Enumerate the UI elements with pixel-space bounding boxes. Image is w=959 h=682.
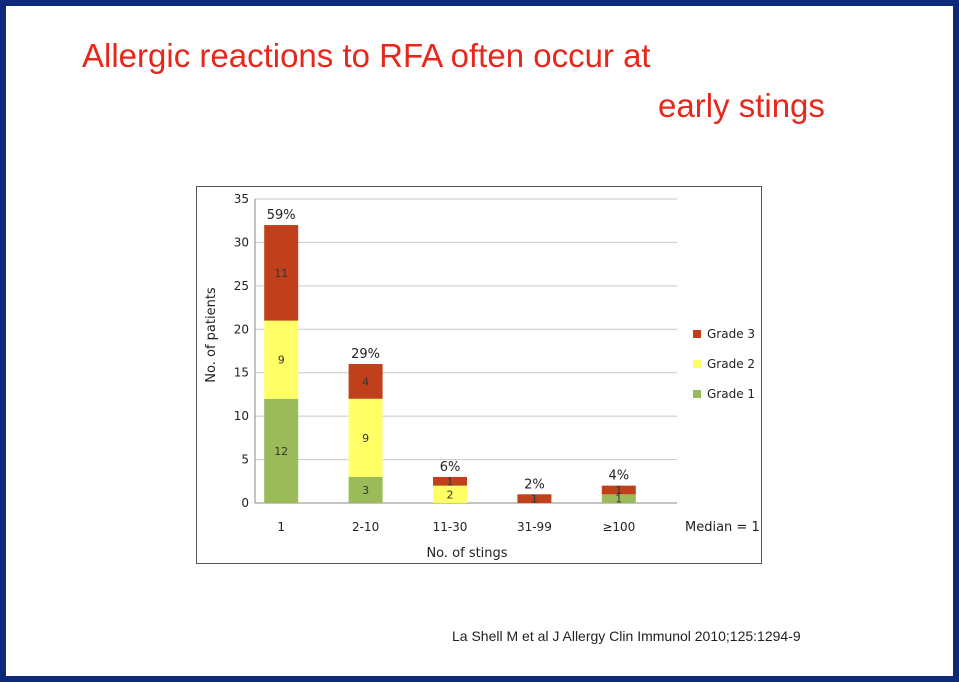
median-annotation: Median = 1 <box>685 520 760 535</box>
x-axis-title: No. of stings <box>426 546 507 561</box>
bar-value-label: 2 <box>447 488 454 501</box>
y-tick-label: 15 <box>234 366 249 380</box>
bar-segment-grade-3 <box>433 476 467 486</box>
y-tick-label: 35 <box>234 192 249 206</box>
bar-segment-grade-2 <box>264 320 299 399</box>
legend-label: Grade 2 <box>707 357 755 371</box>
bar-value-label: 11 <box>274 267 288 280</box>
grid-layer <box>254 198 677 504</box>
x-tick-label: 2-10 <box>352 520 379 534</box>
bar-segment-grade-1 <box>348 476 383 503</box>
legend-label: Grade 1 <box>707 387 755 401</box>
x-tick-label: ≥100 <box>602 520 635 534</box>
bar-value-label: 1 <box>531 493 538 506</box>
bar-percent-label: 29% <box>351 347 380 362</box>
x-tick-label: 11-30 <box>433 520 468 534</box>
bar-value-label: 1 <box>447 475 454 488</box>
bar-value-label: 1 <box>615 493 622 506</box>
legend-swatch <box>693 360 701 368</box>
x-tick-label: 31-99 <box>517 520 552 534</box>
bar-percent-label: 59% <box>267 208 296 223</box>
bar-segment-grade-3 <box>348 364 383 399</box>
bar-value-label: 12 <box>274 445 288 458</box>
y-tick-label: 5 <box>241 453 249 467</box>
bar-segment-grade-3 <box>264 225 299 321</box>
y-axis-title: No. of patients <box>204 287 219 383</box>
slide: Allergic reactions to RFA often occur at… <box>6 6 953 676</box>
y-tick-label: 0 <box>241 496 249 510</box>
bar-layer <box>264 225 636 503</box>
chart-frame: 12 9 11 59% 3 9 4 29% 2 1 6% 1 2% 1 1 4% No. of patient… <box>196 186 762 564</box>
y-tick-label: 10 <box>234 409 249 423</box>
bar-value-label: 9 <box>278 354 285 367</box>
bar-segment-grade-3 <box>517 494 552 503</box>
slide-title-line-1: Allergic reactions to RFA often occur at <box>82 37 651 74</box>
slide-title-line-2: early stings <box>658 87 825 124</box>
bar-value-label: 3 <box>362 484 369 497</box>
bar-percent-label: 6% <box>440 460 461 475</box>
citation: La Shell M et al J Allergy Clin Immunol … <box>452 628 801 644</box>
legend-label: Grade 3 <box>707 327 755 341</box>
bar-segment-grade-3 <box>601 485 636 495</box>
bar-segment-grade-1 <box>264 398 299 503</box>
bar-value-label: 1 <box>615 484 622 497</box>
bar-value-label: 9 <box>362 432 369 445</box>
legend-swatch <box>693 330 701 338</box>
bar-value-label: 4 <box>362 375 369 388</box>
bar-segment-grade-2 <box>348 398 383 477</box>
x-tick-label: 1 <box>277 520 285 534</box>
legend: Grade 3 Grade 2 Grade 1 <box>693 327 755 401</box>
bar-percent-label: 4% <box>608 469 629 484</box>
y-tick-label: 20 <box>234 322 249 336</box>
legend-swatch <box>693 390 701 398</box>
bar-percent-label: 2% <box>524 477 545 492</box>
bar-segment-grade-1 <box>601 494 636 503</box>
axis-layer: No. of patients No. of stings Median = 1… <box>204 192 760 561</box>
bar-segment-grade-2 <box>433 485 467 503</box>
y-tick-label: 30 <box>234 235 249 249</box>
y-tick-label: 25 <box>234 279 249 293</box>
